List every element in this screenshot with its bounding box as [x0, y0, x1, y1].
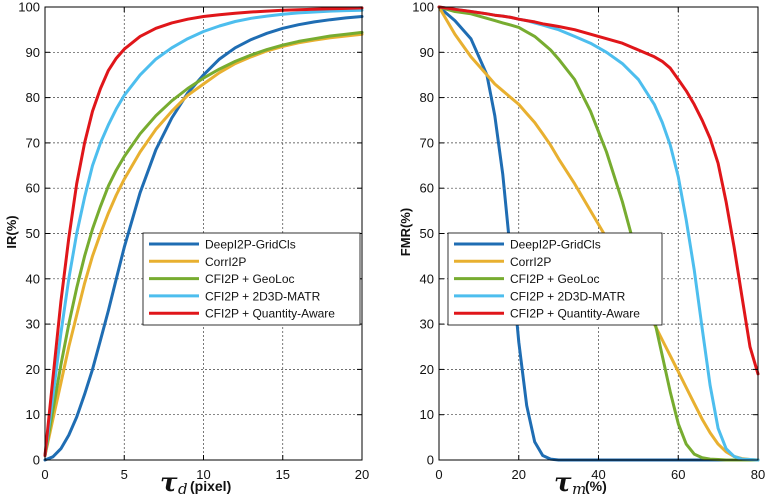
grid-lines [439, 7, 758, 460]
legend-entry: CFI2P + 2D3D-MATR [205, 289, 321, 303]
legend-entry: CFI2P + Quantity-Aware [205, 307, 335, 321]
y-tick-label: 70 [420, 135, 434, 150]
series-line [43, 8, 364, 457]
y-tick-label: 0 [427, 453, 434, 468]
grid-lines [45, 7, 362, 460]
x-axis-label-unit: (%) [585, 478, 607, 494]
y-tick-label: 20 [26, 362, 40, 377]
chart-ir: IR(%) τ d (pixel) 0 5 10 15 20 0 10 20 30 40 50 60 7… [4, 0, 369, 496]
y-tick-label: 70 [26, 135, 40, 150]
y-tick-label: 0 [33, 453, 40, 468]
y-tick-label: 50 [26, 226, 40, 241]
y-tick-label: 100 [18, 0, 40, 15]
y-tick-label: 60 [420, 181, 434, 196]
x-tick-label: 15 [276, 467, 290, 482]
y-tick-label: 10 [26, 407, 40, 422]
x-axis-label-symbol: τ [554, 468, 572, 496]
x-tick-label: 0 [41, 467, 48, 482]
y-tick-label: 50 [420, 226, 434, 241]
legend-entry: CFI2P + GeoLoc [205, 272, 295, 286]
x-axis-label-subscript: d [178, 480, 188, 496]
series-line [43, 30, 364, 457]
x-tick-label: 10 [196, 467, 210, 482]
x-tick-label: 40 [591, 467, 605, 482]
x-axis-label-unit: (pixel) [190, 478, 231, 494]
x-axis-label-ir: τ d (pixel) [160, 468, 231, 496]
y-axis-label-fmr: FMR(%) [398, 208, 413, 256]
legend-entry: CFI2P + Quantity-Aware [510, 307, 640, 321]
x-axis-label-symbol: τ [160, 468, 178, 496]
legend-entry: CorrI2P [205, 255, 246, 269]
x-tick-label: 80 [751, 467, 765, 482]
legend-entry: CFI2P + GeoLoc [510, 272, 600, 286]
y-tick-label: 30 [420, 317, 434, 332]
y-tick-label: 40 [420, 271, 434, 286]
legend-entry: DeepI2P-GridCls [205, 238, 296, 252]
chart-fmr: FMR(%) τ m (%) 0 20 40 60 80 0 10 20 30 40 50 60 70 8… [398, 0, 765, 496]
y-tick-label: 60 [26, 181, 40, 196]
y-tick-label: 20 [420, 362, 434, 377]
y-tick-label: 80 [26, 90, 40, 105]
y-tick-label: 90 [420, 45, 434, 60]
legend-entry: CorrI2P [510, 255, 551, 269]
legend-entry: CFI2P + 2D3D-MATR [510, 289, 626, 303]
x-tick-label: 0 [435, 467, 442, 482]
y-tick-label: 90 [26, 45, 40, 60]
x-axis-label-fmr: τ m (%) [554, 468, 607, 496]
y-tick-label: 40 [26, 271, 40, 286]
series-line [437, 5, 760, 376]
y-tick-label: 80 [420, 90, 434, 105]
legend-entry: DeepI2P-GridCls [510, 238, 601, 252]
y-tick-label: 10 [420, 407, 434, 422]
x-tick-label: 20 [512, 467, 526, 482]
series-line [437, 5, 760, 462]
x-tick-label: 5 [121, 467, 128, 482]
y-axis-label-ir: IR(%) [4, 215, 19, 248]
x-tick-label: 60 [671, 467, 685, 482]
series-line [43, 6, 364, 457]
y-tick-label: 30 [26, 317, 40, 332]
x-tick-label: 20 [355, 467, 369, 482]
series-line [43, 15, 364, 462]
x-axis-label-subscript: m [572, 480, 586, 496]
legend: DeepI2P-GridCls CorrI2P CFI2P + GeoLoc CFI2… [447, 232, 663, 326]
y-tick-label: 100 [412, 0, 434, 15]
legend: DeepI2P-GridCls CorrI2P CFI2P + GeoLoc CFI2… [142, 232, 361, 326]
